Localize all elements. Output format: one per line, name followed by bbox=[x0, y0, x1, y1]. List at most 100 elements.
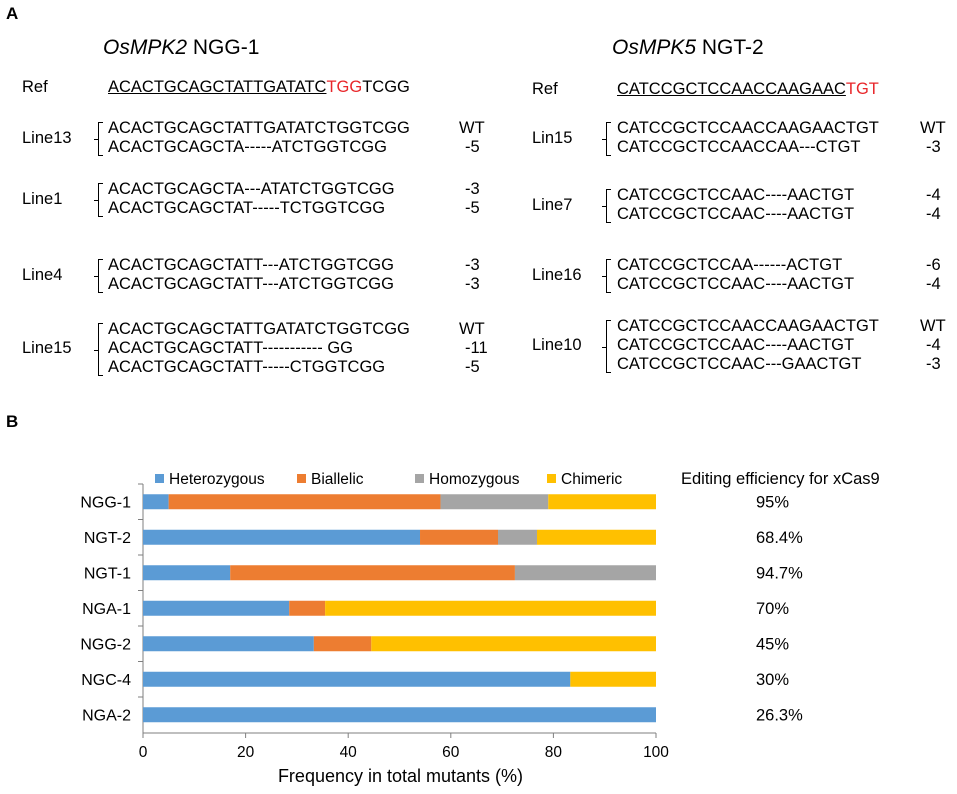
left-brace bbox=[94, 183, 103, 217]
legend-swatch-biallelic bbox=[297, 474, 306, 483]
legend-label: Biallelic bbox=[311, 471, 364, 488]
left-line-label: Line4 bbox=[22, 265, 63, 284]
right-line-label: Line10 bbox=[532, 336, 582, 354]
left-allele-sequence: ACACTGCAGCTATT-----CTGGTCGG bbox=[108, 358, 386, 376]
left-mutation-size: WT bbox=[459, 119, 485, 137]
efficiency-value: 94.7% bbox=[756, 564, 803, 582]
right-brace bbox=[602, 122, 611, 156]
bar-segment-homozygous bbox=[440, 494, 549, 510]
category-label: NGT-1 bbox=[84, 565, 131, 582]
panel-a-letter: A bbox=[6, 4, 19, 23]
bar-segment-chimeric bbox=[570, 671, 656, 687]
efficiency-value: 70% bbox=[756, 600, 789, 618]
bar-segment-biallelic bbox=[168, 494, 441, 510]
left-line-label: Line1 bbox=[22, 189, 63, 208]
x-tick-label: 20 bbox=[237, 744, 255, 761]
left-mutation-size: -5 bbox=[465, 138, 480, 156]
left-brace bbox=[94, 323, 103, 376]
bar-segment-homozygous bbox=[514, 565, 656, 581]
bar-segment-chimeric bbox=[325, 600, 656, 616]
bar-segment-heterozygous bbox=[143, 671, 571, 687]
legend-label: Heterozygous bbox=[169, 471, 265, 488]
x-tick-label: 80 bbox=[545, 744, 563, 761]
left-allele-sequence: ACACTGCAGCTA---ATATCTGGTCGG bbox=[108, 180, 395, 198]
bar-segment-chimeric bbox=[371, 636, 656, 652]
legend-swatch-chimeric bbox=[547, 474, 556, 483]
bar-segment-heterozygous bbox=[143, 707, 656, 723]
left-mutation-size: -3 bbox=[465, 256, 480, 274]
bar-segment-heterozygous bbox=[143, 529, 421, 545]
efficiency-value: 68.4% bbox=[756, 529, 803, 547]
x-tick-label: 100 bbox=[643, 744, 669, 761]
bar-segment-biallelic bbox=[230, 565, 515, 581]
category-label: NGG-1 bbox=[80, 494, 131, 511]
right-mutation-size: -4 bbox=[926, 186, 941, 204]
bar-segment-chimeric bbox=[536, 529, 656, 545]
right-mutation-size: -3 bbox=[926, 138, 941, 156]
panel-b-letter: B bbox=[6, 412, 19, 431]
x-tick-label: 60 bbox=[442, 744, 460, 761]
legend-swatch-heterozygous bbox=[155, 474, 164, 483]
left-line-label: Line13 bbox=[22, 128, 72, 147]
bar-segment-biallelic bbox=[289, 600, 326, 616]
bar-segment-heterozygous bbox=[143, 600, 290, 616]
bar-segment-homozygous bbox=[497, 529, 537, 545]
right-line-label: Line16 bbox=[532, 265, 582, 284]
efficiency-value: 95% bbox=[756, 493, 789, 511]
bar-segment-heterozygous bbox=[143, 565, 231, 581]
category-label: NGA-1 bbox=[82, 601, 131, 618]
bar-segment-biallelic bbox=[313, 636, 372, 652]
right-allele-sequence: CATCCGCTCCAA------ACTGT bbox=[617, 256, 843, 274]
right-brace bbox=[602, 189, 611, 223]
category-label: NGT-2 bbox=[84, 530, 131, 547]
right-allele-sequence: CATCCGCTCCAACCAA---CTGT bbox=[617, 138, 861, 156]
efficiency-header: Editing efficiency for xCas9 bbox=[681, 470, 880, 488]
x-tick-label: 0 bbox=[139, 744, 148, 761]
left-allele-sequence: ACACTGCAGCTATTGATATCTGGTCGG bbox=[108, 320, 410, 338]
left-pam: TGG bbox=[326, 78, 363, 96]
right-mutation-size: -4 bbox=[926, 275, 941, 293]
right-allele-sequence: CATCCGCTCCAACCAAGAACTGT bbox=[617, 119, 879, 137]
left-mutation-size: -5 bbox=[465, 358, 480, 376]
right-pam: TGT bbox=[845, 80, 879, 98]
right-brace bbox=[602, 259, 611, 293]
legend-swatch-homozygous bbox=[415, 474, 424, 483]
efficiency-value: 30% bbox=[756, 671, 789, 689]
left-ref-sequence: ACACTGCAGCTATTGATATCTGGTCGG bbox=[108, 78, 410, 96]
right-mutation-size: WT bbox=[920, 119, 946, 137]
right-mutation-size: -3 bbox=[926, 355, 941, 373]
right-mutation-size: -4 bbox=[926, 336, 941, 354]
right-gene-name: OsMPK5 bbox=[612, 36, 697, 59]
left-mutation-size: -3 bbox=[465, 180, 480, 198]
x-axis-title: Frequency in total mutants (%) bbox=[278, 766, 523, 786]
right-brace bbox=[602, 320, 611, 373]
left-allele-sequence: ACACTGCAGCTA-----ATCTGGTCGG bbox=[108, 138, 387, 156]
right-allele-sequence: CATCCGCTCCAAC----AACTGT bbox=[617, 205, 855, 223]
left-line-label: Line15 bbox=[22, 339, 72, 357]
right-allele-sequence: CATCCGCTCCAACCAAGAACTGT bbox=[617, 317, 879, 335]
right-line-label: Line7 bbox=[532, 195, 573, 214]
left-mutation-size: WT bbox=[459, 320, 485, 338]
right-mutation-size: WT bbox=[920, 317, 946, 335]
right-ref-label: Ref bbox=[532, 80, 558, 98]
x-tick-label: 40 bbox=[340, 744, 358, 761]
left-mutation-size: -5 bbox=[465, 199, 480, 217]
left-allele-sequence: ACACTGCAGCTATT----------- GG bbox=[108, 339, 354, 357]
bar-segment-chimeric bbox=[548, 494, 656, 510]
left-gene-name: OsMPK2 bbox=[103, 36, 188, 59]
left-allele-sequence: ACACTGCAGCTAT-----TCTGGTCGG bbox=[108, 199, 386, 217]
left-allele-sequence: ACACTGCAGCTATT---ATCTGGTCGG bbox=[108, 275, 394, 293]
left-allele-sequence: ACACTGCAGCTATTGATATCTGGTCGG bbox=[108, 119, 410, 137]
efficiency-value: 45% bbox=[756, 635, 789, 653]
category-label: NGC-4 bbox=[81, 672, 131, 689]
left-brace bbox=[94, 122, 103, 156]
efficiency-value: 26.3% bbox=[756, 706, 803, 724]
left-ref-label: Ref bbox=[22, 78, 48, 96]
right-allele-sequence: CATCCGCTCCAAC----AACTGT bbox=[617, 275, 855, 293]
left-brace bbox=[94, 259, 103, 293]
left-gene-title: OsMPK2 NGG-1 bbox=[103, 36, 260, 59]
legend-label: Chimeric bbox=[561, 471, 622, 488]
category-label: NGG-2 bbox=[80, 636, 131, 653]
right-line-label: Lin15 bbox=[532, 128, 573, 147]
